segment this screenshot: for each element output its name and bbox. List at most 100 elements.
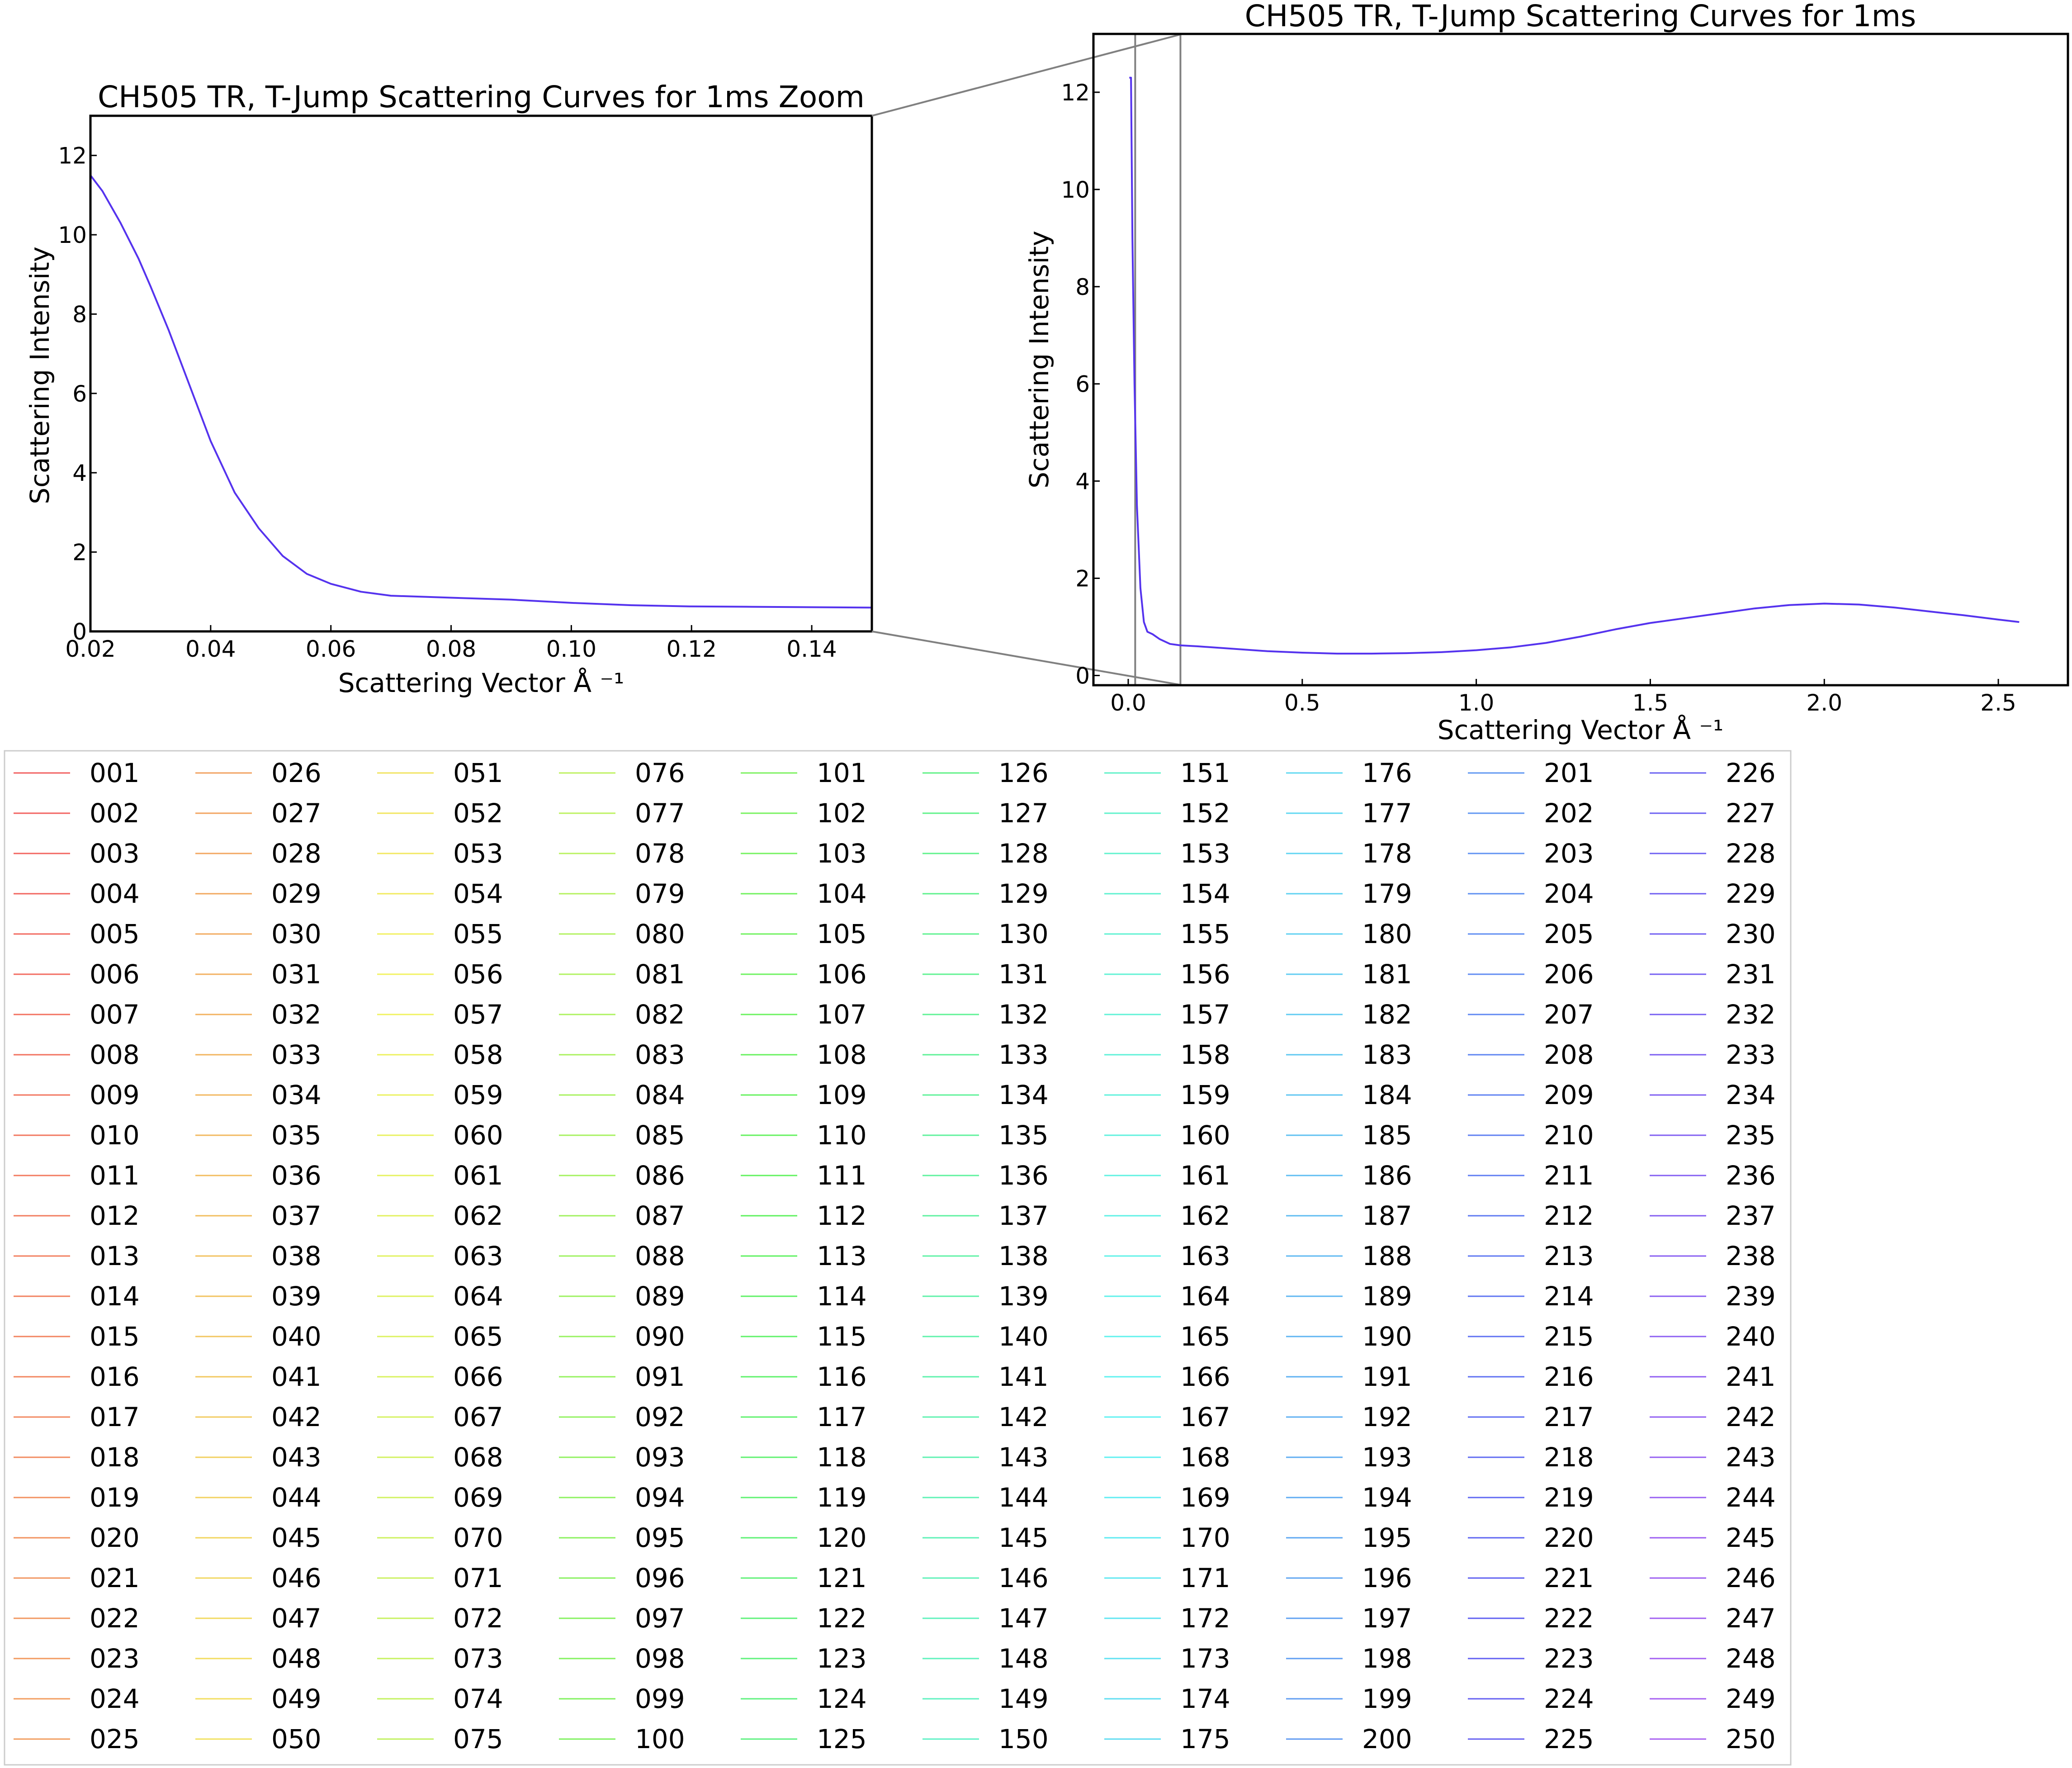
zoom-chart: CH505 TR, T-Jump Scattering Curves for 1… (24, 80, 873, 698)
legend-label: 181 (1362, 959, 1412, 990)
legend-label: 104 (817, 878, 867, 909)
legend-label: 045 (271, 1522, 322, 1553)
legend-label: 083 (635, 1039, 685, 1070)
legend-label: 213 (1544, 1241, 1594, 1271)
legend-label: 145 (998, 1522, 1049, 1553)
legend-label: 178 (1362, 838, 1412, 869)
legend-label: 016 (90, 1361, 140, 1392)
legend-label: 183 (1362, 1039, 1412, 1070)
zoom-chart-x-tick-label: 0.08 (426, 636, 476, 662)
legend-label: 021 (90, 1563, 140, 1593)
legend-label: 149 (998, 1683, 1049, 1714)
full-chart-x-tick-label: 0.5 (1284, 690, 1320, 716)
legend-label: 177 (1362, 798, 1412, 829)
legend-label: 214 (1544, 1281, 1594, 1312)
legend-label: 034 (271, 1080, 322, 1110)
legend-label: 219 (1544, 1482, 1594, 1513)
legend-label: 125 (817, 1724, 867, 1754)
legend-label: 004 (90, 878, 140, 909)
legend-label: 069 (453, 1482, 503, 1513)
full-chart-y-tick-label: 2 (1075, 566, 1090, 592)
zoom-chart-y-axis-label: Scattering Intensity (24, 246, 55, 504)
zoom-chart-x-tick-label: 0.14 (786, 636, 837, 662)
legend-label: 189 (1362, 1281, 1412, 1312)
legend-label: 071 (453, 1563, 503, 1593)
full-chart-title: CH505 TR, T-Jump Scattering Curves for 1… (1245, 0, 1916, 33)
full-chart-plot-area (1129, 76, 2020, 655)
legend-label: 242 (1726, 1402, 1776, 1432)
full-chart-y-ticks: 0 2 4 6 8 10 12 (1061, 80, 1100, 689)
legend-label: 023 (90, 1643, 140, 1674)
legend-label: 077 (635, 798, 685, 829)
legend-label: 092 (635, 1402, 685, 1432)
legend-label: 024 (90, 1683, 140, 1714)
legend-label: 238 (1726, 1241, 1776, 1271)
legend-label: 184 (1362, 1080, 1412, 1110)
legend-label: 013 (90, 1241, 140, 1271)
legend-label: 161 (1180, 1160, 1230, 1191)
legend-label: 109 (817, 1080, 867, 1110)
legend-label: 058 (453, 1039, 503, 1070)
legend-label: 157 (1180, 999, 1230, 1030)
legend-label: 216 (1544, 1361, 1594, 1392)
legend-label: 163 (1180, 1241, 1230, 1271)
legend-label: 101 (817, 758, 867, 788)
legend-label: 082 (635, 999, 685, 1030)
legend-label: 064 (453, 1281, 503, 1312)
legend-label: 015 (90, 1321, 140, 1352)
legend-label: 229 (1726, 878, 1776, 909)
legend-label: 051 (453, 758, 503, 788)
legend-label: 065 (453, 1321, 503, 1352)
legend-label: 205 (1544, 919, 1594, 949)
legend-label: 250 (1726, 1724, 1776, 1754)
legend-label: 085 (635, 1120, 685, 1151)
legend-label: 031 (271, 959, 322, 990)
legend-label: 025 (90, 1724, 140, 1754)
zoom-connector-bottom (871, 630, 1183, 686)
legend-label: 012 (90, 1200, 140, 1231)
legend-label: 224 (1544, 1683, 1594, 1714)
legend-label: 068 (453, 1442, 503, 1473)
legend-label: 093 (635, 1442, 685, 1473)
legend-label: 086 (635, 1160, 685, 1191)
legend-label: 172 (1180, 1603, 1230, 1634)
full-chart-y-tick-label: 4 (1075, 469, 1090, 495)
zoom-chart-y-tick-label: 4 (72, 460, 87, 486)
legend-label: 076 (635, 758, 685, 788)
legend-label: 126 (998, 758, 1049, 788)
full-chart-x-ticks: 0.0 0.5 1.0 1.5 2.0 2.5 (1110, 679, 2016, 716)
legend-label: 078 (635, 838, 685, 869)
legend-label: 156 (1180, 959, 1230, 990)
legend-label: 240 (1726, 1321, 1776, 1352)
legend-label: 228 (1726, 838, 1776, 869)
legend-label: 175 (1180, 1724, 1230, 1754)
full-chart-x-tick-label: 2.5 (1980, 690, 2016, 716)
legend-label: 128 (998, 838, 1049, 869)
legend-label: 057 (453, 999, 503, 1030)
legend-label: 005 (90, 919, 140, 949)
legend-label: 072 (453, 1603, 503, 1634)
legend-label: 159 (1180, 1080, 1230, 1110)
legend-label: 080 (635, 919, 685, 949)
legend-label: 130 (998, 919, 1049, 949)
legend-label: 133 (998, 1039, 1049, 1070)
legend-label: 028 (271, 838, 322, 869)
legend-label: 066 (453, 1361, 503, 1392)
legend-label: 164 (1180, 1281, 1230, 1312)
legend-label: 131 (998, 959, 1049, 990)
legend-label: 232 (1726, 999, 1776, 1030)
legend-label: 208 (1544, 1039, 1594, 1070)
legend-label: 114 (817, 1281, 867, 1312)
legend-label: 050 (271, 1724, 322, 1754)
legend-label: 199 (1362, 1683, 1412, 1714)
legend-label: 060 (453, 1120, 503, 1151)
legend-label: 010 (90, 1120, 140, 1151)
legend-label: 100 (635, 1724, 685, 1754)
legend-label: 206 (1544, 959, 1594, 990)
legend-label: 244 (1726, 1482, 1776, 1513)
full-chart-y-tick-label: 0 (1075, 663, 1090, 689)
legend-label: 188 (1362, 1241, 1412, 1271)
legend-label: 173 (1180, 1643, 1230, 1674)
zoom-connectors (871, 33, 1183, 686)
legend-label: 087 (635, 1200, 685, 1231)
